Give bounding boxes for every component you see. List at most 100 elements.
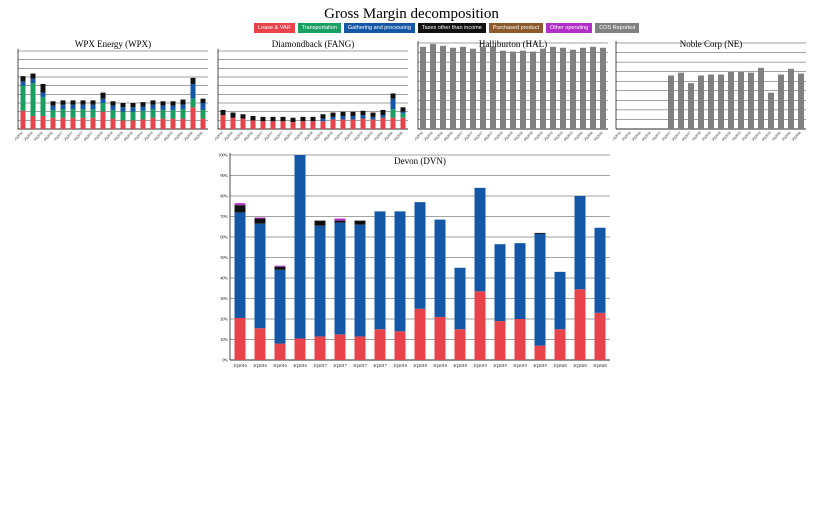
x-tick-label: 3Q2017 (473, 131, 484, 142)
bar-taxes-other-than-income (60, 100, 66, 105)
bar-gathering-and-processing (314, 225, 326, 337)
y-tick-label: 70% (220, 214, 228, 219)
bar-lease-var (374, 329, 386, 360)
bar-transportation (60, 109, 66, 118)
x-tick-label: 2Q2020 (583, 131, 594, 142)
bar-lease-var (140, 119, 146, 129)
y-tick-label: 50% (220, 255, 228, 260)
chart-panel-hal: 1Q2016 2Q2016 3Q2016 4Q2016 1Q2017 2Q2017 3Q20… (415, 39, 608, 142)
bar-transportation (180, 109, 186, 119)
bar-taxes-other-than-income (534, 232, 546, 234)
bar-lease-var (160, 118, 166, 129)
x-tick-label: 1Q2018 (393, 363, 407, 368)
bar-taxes-other-than-income (360, 110, 366, 116)
bar-lease-var (110, 118, 116, 129)
bar-gathering-and-processing (330, 116, 336, 120)
bar-lease-var (514, 319, 526, 360)
bar-transportation (70, 109, 76, 118)
bar-gathering-and-processing (100, 98, 106, 103)
bar-lease-var (340, 119, 346, 129)
bar-taxes-other-than-income (380, 109, 386, 116)
bar-gathering-and-processing (494, 244, 506, 322)
x-tick-label: 4Q2019 (761, 131, 772, 142)
bar-taxes-other-than-income (40, 83, 46, 93)
bar-taxes-other-than-income (350, 111, 356, 116)
plot-area: 1Q2016 2Q2016 3Q2016 4Q2016 1Q2017 2Q2017 3Q20… (15, 49, 208, 142)
plot-area: 1Q2016 2Q2016 3Q2016 4Q2016 1Q2017 2Q2017 3Q20… (415, 41, 608, 142)
bar-gathering-and-processing (350, 116, 356, 120)
bar-lease-var (190, 107, 196, 129)
bar-gathering-and-processing (390, 98, 396, 110)
bar-taxes-other-than-income (290, 117, 296, 123)
bar-other-operating (234, 203, 246, 206)
bar-gathering-and-processing (190, 83, 196, 99)
legend: Lease & VAR Transportation Gathering and p… (254, 23, 640, 33)
x-tick-label: 4Q2017 (283, 131, 294, 142)
x-tick-label: 2Q2018 (701, 131, 712, 142)
bar-gathering-and-processing (150, 104, 156, 110)
x-tick-label: 3Q2019 (751, 131, 762, 142)
bar-lease-var (594, 312, 606, 360)
x-tick-label: 3Q2018 (313, 131, 324, 142)
bar-gathering-and-processing (374, 211, 386, 330)
bar-lease-var (314, 336, 326, 360)
bar-gathering-and-processing (130, 107, 136, 112)
bar-gathering-and-processing (160, 105, 166, 110)
bar-cos-reported (530, 51, 536, 129)
bar-cos-reported (698, 75, 704, 129)
x-tick-label: 4Q2017 (373, 363, 387, 368)
bar-lease-var (330, 119, 336, 129)
x-tick-label: 2Q2016 (423, 131, 434, 142)
plot-area: 0% 10% 20% 30% 40% 50% 60% 70% 80% 90% 100% 1Q2016 2… (218, 153, 610, 368)
bar-taxes-other-than-income (220, 109, 226, 116)
bar-lease-var (434, 316, 446, 360)
x-tick-label: 4Q2016 (443, 131, 454, 142)
chart-panel-wpx: 1Q2016 2Q2016 3Q2016 4Q2016 1Q2017 2Q2017 3Q20… (15, 39, 208, 142)
bar-taxes-other-than-income (400, 107, 406, 112)
bar-transportation (40, 96, 46, 116)
bar-transportation (110, 109, 116, 119)
x-tick-label: 2Q2020 (383, 131, 394, 142)
x-tick-label: 3Q2016 (33, 131, 44, 142)
x-tick-label: 1Q2019 (133, 131, 144, 142)
x-tick-label: 1Q2018 (293, 131, 304, 142)
bar-cos-reported (778, 74, 784, 129)
bar-gathering-and-processing (400, 111, 406, 114)
x-tick-label: 2Q2020 (573, 363, 587, 368)
bar-lease-var (290, 122, 296, 129)
x-tick-label: 2Q2016 (223, 131, 234, 142)
y-tick-label: 40% (220, 276, 228, 281)
x-tick-label: 4Q2019 (163, 131, 174, 142)
bar-gathering-and-processing (90, 104, 96, 110)
bar-lease-var (170, 118, 176, 129)
x-tick-label: 3Q2020 (791, 131, 802, 142)
legend-item-cos-reported: COS Reported (595, 23, 640, 33)
bar-lease-var (234, 317, 246, 360)
bar-lease-var (120, 120, 126, 129)
bar-lease-var (180, 118, 186, 129)
x-tick-label: 1Q2017 (53, 131, 64, 142)
bar-taxes-other-than-income (110, 101, 116, 106)
bar-lease-var (494, 321, 506, 360)
bar-taxes-other-than-income (320, 114, 326, 119)
x-tick-label: 4Q2018 (721, 131, 732, 142)
x-tick-label: 2Q2017 (263, 131, 274, 142)
x-tick-label: 4Q2016 (243, 131, 254, 142)
legend-item-other-operating: Other operating (545, 23, 593, 33)
bar-gathering-and-processing (594, 227, 606, 313)
bar-lease-var (310, 121, 316, 129)
x-tick-label: 3Q2019 (153, 131, 164, 142)
x-tick-label: 2Q2019 (343, 131, 354, 142)
bar-gathering-and-processing (30, 78, 36, 84)
bar-taxes-other-than-income (50, 101, 56, 106)
bar-gathering-and-processing (140, 106, 146, 111)
bar-transportation (100, 103, 106, 112)
bar-lease-var (254, 328, 266, 360)
x-tick-label: 2Q2017 (333, 363, 347, 368)
bar-lease-var (200, 118, 206, 129)
x-tick-label: 1Q2017 (651, 131, 662, 142)
bar-taxes-other-than-income (370, 112, 376, 117)
bar-taxes-other-than-income (90, 100, 96, 105)
bar-lease-var (270, 121, 276, 129)
bar-lease-var (574, 289, 586, 360)
